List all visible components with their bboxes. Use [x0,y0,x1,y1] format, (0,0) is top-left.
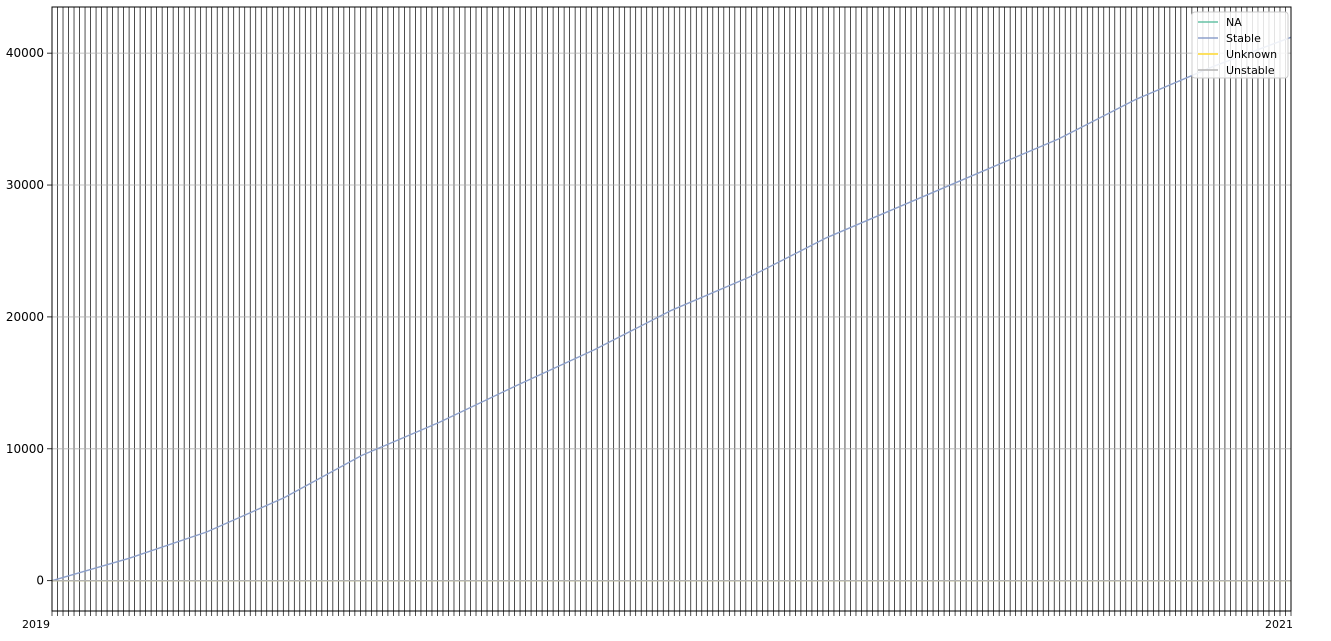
legend-label: Unstable [1226,64,1275,77]
y-tick-label: 40000 [6,46,44,60]
x-axis: 2019 2021 [22,611,1293,631]
legend-label: NA [1226,16,1242,29]
x-tick-label: 2021 [1265,618,1293,631]
y-axis: 0 10000 20000 30000 40000 [6,46,52,588]
x-tick-label: 2019 [22,618,50,631]
legend-label: Stable [1226,32,1261,45]
legend-box [1191,11,1289,79]
legend: NA Stable Unknown Unstable [1191,11,1289,79]
x-gridlines [51,7,1292,611]
series-layer [51,36,1292,582]
plot-area [52,7,1291,611]
series-line-stable [51,36,1292,582]
y-tick-label: 10000 [6,442,44,456]
y-tick-label: 20000 [6,310,44,324]
y-tick-label: 30000 [6,178,44,192]
legend-label: Unknown [1226,48,1277,61]
plot-frame [51,6,1292,612]
y-tick-label: 0 [36,574,44,588]
